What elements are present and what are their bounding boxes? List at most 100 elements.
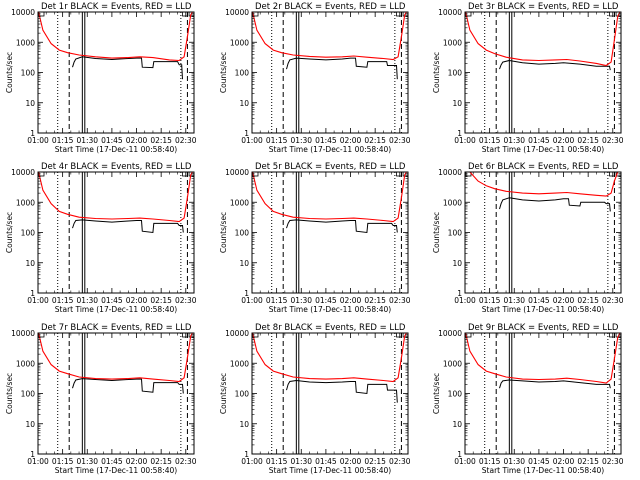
series-events-line [499, 379, 611, 389]
x-tick-label: 02:30 [602, 457, 624, 466]
end-marker [396, 332, 402, 338]
series-group [38, 172, 194, 234]
x-tick-label: 01:00 [27, 457, 49, 466]
series-group [465, 333, 621, 389]
series-group [38, 12, 194, 80]
y-tick-label: 100 [21, 229, 36, 238]
x-tick-label: 02:00 [553, 136, 575, 145]
y-tick-label: 1 [244, 289, 249, 298]
reference-lines [484, 12, 621, 133]
x-tick-label: 02:30 [602, 136, 624, 145]
series-lld-line [465, 333, 621, 384]
y-tick-label: 10000 [438, 8, 462, 17]
x-axis: 01:00 01:15 01:30 01:45 02:00 02:15 02:30 [454, 333, 624, 466]
y-tick-label: 100 [235, 69, 250, 78]
y-axis-label: Counts/sec [5, 212, 14, 253]
x-tick-label: 02:15 [577, 136, 599, 145]
y-tick-label: 100 [448, 69, 463, 78]
y-axis-label: Counts/sec [432, 52, 441, 93]
series-lld-line [38, 12, 194, 62]
panel-title: Det 6r BLACK = Events, RED = LLD [468, 162, 619, 172]
x-tick-label: 01:30 [503, 136, 525, 145]
x-tick-label: 01:15 [266, 296, 288, 305]
x-tick-label: 01:00 [241, 457, 263, 466]
x-axis-label: Start Time (17-Dec-11 00:58:40) [482, 305, 604, 314]
x-tick-label: 02:15 [150, 457, 172, 466]
x-axis-label: Start Time (17-Dec-11 00:58:40) [482, 466, 604, 475]
x-tick-label: 02:00 [553, 457, 575, 466]
y-tick-label: 10000 [225, 329, 249, 338]
plot-frame [464, 332, 622, 455]
x-tick-label: 01:45 [101, 136, 123, 145]
panel-det-3: Det 3r BLACK = Events, RED = LLD 1 10 100 10… [432, 2, 624, 154]
plot-frame [464, 171, 622, 294]
y-tick-label: 10000 [438, 168, 462, 177]
y-tick-label: 100 [21, 390, 36, 399]
x-tick-label: 02:15 [150, 296, 172, 305]
x-axis: 01:00 01:15 01:30 01:45 02:00 02:15 02:30 [454, 172, 624, 305]
x-axis: 01:00 01:15 01:30 01:45 02:00 02:15 02:30 [241, 172, 411, 305]
y-tick-label: 1 [30, 289, 35, 298]
x-tick-label: 01:45 [528, 296, 550, 305]
x-axis: 01:00 01:15 01:30 01:45 02:00 02:15 02:30 [27, 12, 197, 145]
y-tick-label: 10000 [225, 168, 249, 177]
y-tick-label: 1 [457, 129, 462, 138]
plot-frame [251, 11, 409, 134]
series-events-line [72, 56, 183, 80]
y-tick-label: 1000 [230, 198, 249, 207]
x-tick-label: 01:15 [479, 457, 501, 466]
reference-lines [57, 172, 194, 293]
panel-title: Det 5r BLACK = Events, RED = LLD [255, 162, 406, 172]
y-tick-label: 10000 [225, 8, 249, 17]
y-axis: 1 10 100 1000 10000 [438, 168, 621, 298]
y-tick-label: 10000 [11, 8, 35, 17]
x-tick-label: 01:15 [479, 136, 501, 145]
y-axis-label: Counts/sec [219, 52, 228, 93]
x-tick-label: 02:15 [364, 296, 386, 305]
panel-title: Det 1r BLACK = Events, RED = LLD [41, 2, 192, 12]
x-tick-label: 01:15 [266, 457, 288, 466]
series-lld-line [465, 12, 621, 67]
x-tick-label: 02:00 [553, 296, 575, 305]
x-tick-label: 02:00 [340, 457, 362, 466]
x-tick-label: 01:45 [315, 296, 337, 305]
x-tick-label: 01:00 [454, 136, 476, 145]
series-events-line [72, 219, 184, 234]
reference-lines [484, 172, 621, 293]
panel-det-6: Det 6r BLACK = Events, RED = LLD 1 10 100 10… [432, 162, 624, 314]
y-tick-label: 10 [452, 259, 462, 268]
y-axis: 1 10 100 1000 10000 [225, 8, 408, 138]
x-tick-label: 02:30 [175, 296, 197, 305]
panel-det-5: Det 5r BLACK = Events, RED = LLD 1 10 100 10… [219, 162, 411, 314]
x-tick-label: 01:45 [528, 136, 550, 145]
panel-title: Det 3r BLACK = Events, RED = LLD [468, 2, 619, 12]
y-axis: 1 10 100 1000 10000 [11, 168, 194, 298]
series-lld-line [252, 172, 408, 223]
x-tick-label: 01:00 [454, 457, 476, 466]
series-lld-line [38, 333, 194, 383]
x-tick-label: 02:30 [602, 296, 624, 305]
plot-frame [37, 332, 195, 455]
x-axis-label: Start Time (17-Dec-11 00:58:40) [269, 305, 391, 314]
x-tick-label: 02:00 [340, 136, 362, 145]
y-tick-label: 10000 [11, 168, 35, 177]
y-tick-label: 1 [244, 129, 249, 138]
x-tick-label: 01:00 [27, 296, 49, 305]
end-marker [396, 171, 402, 177]
x-axis-label: Start Time (17-Dec-11 00:58:40) [269, 466, 391, 475]
x-tick-label: 02:30 [175, 136, 197, 145]
y-tick-label: 1 [30, 129, 35, 138]
x-tick-label: 01:15 [479, 296, 501, 305]
x-axis: 01:00 01:15 01:30 01:45 02:00 02:15 02:30 [454, 12, 624, 145]
x-tick-label: 01:15 [52, 457, 74, 466]
y-tick-label: 1000 [443, 359, 462, 368]
reference-lines [271, 172, 408, 293]
y-tick-label: 10 [25, 99, 35, 108]
panel-det-8: Det 8r BLACK = Events, RED = LLD 1 10 100 10… [219, 323, 411, 475]
y-axis: 1 10 100 1000 10000 [11, 8, 194, 138]
y-axis-label: Counts/sec [5, 52, 14, 93]
y-tick-label: 1000 [16, 198, 35, 207]
panel-title: Det 2r BLACK = Events, RED = LLD [255, 2, 406, 12]
series-group [465, 12, 621, 71]
